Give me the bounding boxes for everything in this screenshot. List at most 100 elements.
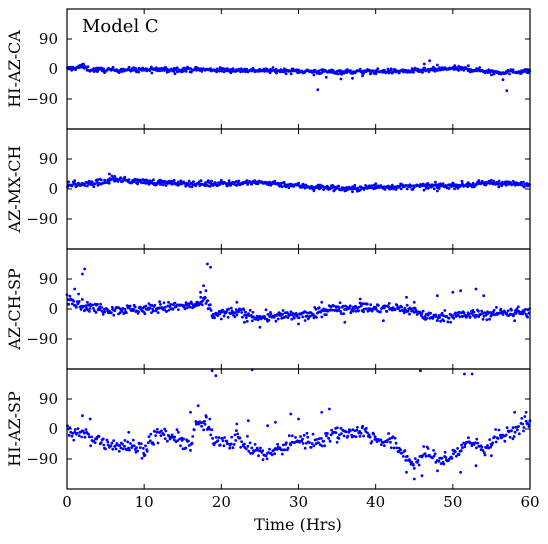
data-point — [163, 69, 166, 72]
data-point — [402, 311, 406, 315]
data-point — [474, 464, 478, 468]
data-point — [204, 414, 208, 418]
data-point — [482, 314, 486, 318]
data-point — [322, 439, 326, 443]
data-point — [348, 429, 352, 433]
data-point — [151, 309, 155, 313]
data-point — [513, 410, 516, 414]
data-point — [331, 69, 335, 72]
panel-frame — [66, 128, 531, 250]
data-point — [419, 369, 422, 373]
data-point — [187, 439, 190, 443]
data-point — [70, 434, 74, 438]
data-point — [399, 187, 403, 191]
data-point — [93, 309, 96, 312]
data-point — [184, 303, 187, 307]
data-point — [389, 440, 392, 444]
data-point — [82, 431, 86, 435]
data-point — [288, 313, 292, 316]
data-point — [208, 307, 212, 310]
data-point — [97, 435, 101, 438]
data-point — [244, 447, 248, 451]
data-point — [362, 310, 365, 314]
data-point — [352, 187, 356, 191]
data-point — [344, 430, 348, 434]
data-point — [264, 454, 268, 458]
data-point — [376, 67, 380, 71]
data-point — [248, 308, 252, 312]
data-point — [443, 309, 447, 312]
data-point — [68, 426, 72, 430]
data-point — [273, 179, 277, 183]
data-point — [392, 446, 396, 450]
data-point — [177, 308, 180, 311]
data-point — [173, 301, 177, 305]
data-point — [386, 438, 389, 442]
data-point — [394, 188, 398, 191]
data-point — [459, 470, 462, 474]
data-point — [303, 310, 306, 313]
data-point — [194, 304, 197, 308]
data-point — [164, 429, 168, 433]
data-point — [295, 68, 298, 71]
data-point — [72, 438, 76, 442]
data-point — [70, 68, 74, 72]
data-point — [173, 435, 177, 439]
data-point — [323, 444, 327, 448]
data-point — [336, 72, 340, 76]
data-point — [359, 304, 363, 308]
y-tick-label: −90 — [26, 450, 58, 468]
data-point — [110, 311, 113, 314]
data-point — [334, 431, 338, 434]
data-point — [476, 441, 480, 445]
data-point — [470, 185, 474, 189]
data-point — [233, 315, 237, 319]
data-point — [102, 67, 106, 71]
data-point — [424, 186, 428, 190]
data-point — [200, 70, 204, 73]
data-point — [109, 444, 113, 448]
data-point — [175, 428, 179, 432]
data-point — [227, 179, 231, 183]
data-point — [152, 178, 155, 182]
data-point — [190, 302, 194, 305]
x-tick-label: 20 — [212, 493, 231, 511]
data-point — [176, 180, 180, 184]
y-axis-label: AZ-MX-CH — [5, 146, 24, 234]
data-point — [447, 316, 451, 320]
data-point — [102, 443, 106, 447]
data-point — [199, 295, 203, 299]
data-point — [511, 437, 515, 441]
data-point — [420, 314, 423, 318]
data-point — [68, 294, 72, 298]
data-point — [253, 179, 257, 183]
data-point — [243, 320, 246, 324]
data-point — [189, 410, 192, 414]
data-point — [239, 445, 243, 449]
data-point — [452, 316, 456, 320]
data-point — [346, 434, 350, 438]
data-point — [246, 434, 249, 438]
data-point — [110, 441, 114, 445]
data-point — [222, 314, 226, 318]
data-point — [387, 302, 391, 305]
data-point — [67, 433, 71, 437]
data-point — [184, 446, 188, 450]
data-point — [123, 444, 126, 448]
data-point — [275, 448, 279, 451]
data-point — [433, 452, 437, 456]
data-point — [82, 304, 85, 308]
data-point — [93, 441, 97, 445]
data-point — [515, 428, 519, 432]
data-point — [470, 312, 474, 315]
data-point — [132, 307, 135, 311]
data-point — [110, 305, 114, 309]
data-point — [400, 451, 404, 455]
data-point — [230, 435, 234, 439]
data-point — [92, 307, 95, 310]
data-point — [495, 306, 498, 309]
data-point — [140, 456, 144, 460]
data-point — [75, 431, 79, 435]
data-point — [112, 439, 115, 442]
